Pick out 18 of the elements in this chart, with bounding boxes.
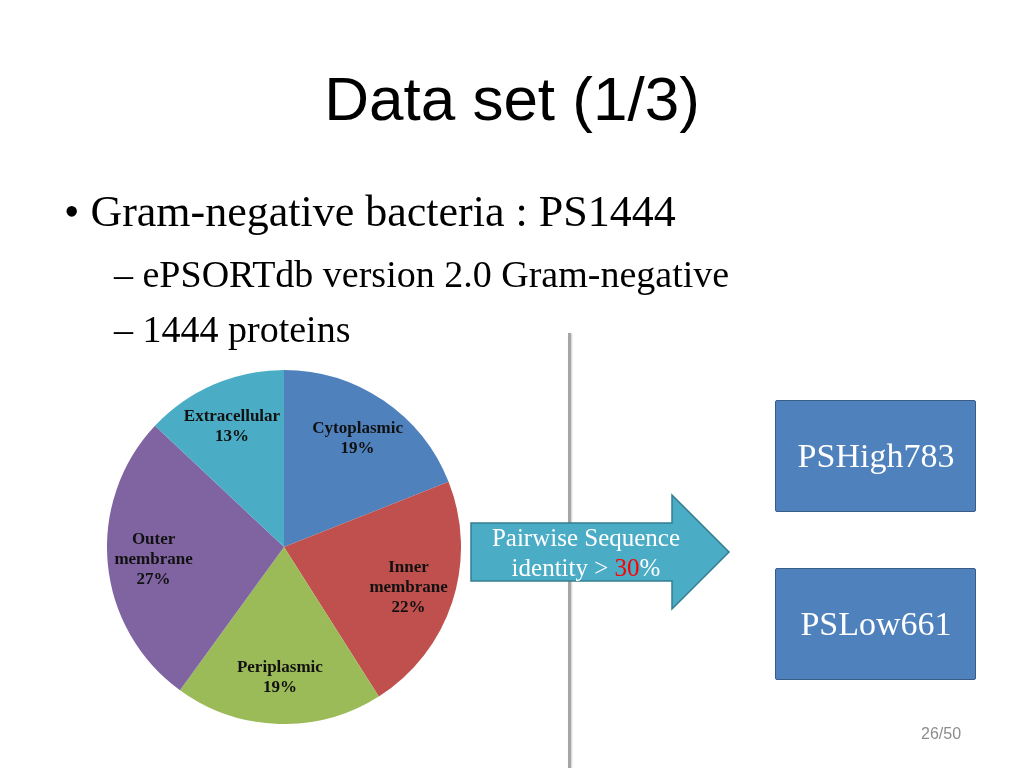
data-label: 19%	[340, 438, 375, 458]
data-label: 19%	[262, 677, 297, 697]
slice-label: Extracellular	[183, 406, 281, 426]
text: • Gram-negative bacteria : PS1444	[64, 186, 676, 238]
text: PSLow661	[799, 604, 953, 644]
data-label: 13%	[214, 426, 249, 446]
slice-label: Periplasmic	[236, 657, 324, 677]
slice-label: Outer membrane	[114, 528, 194, 568]
chart-title: Data set (1/3)	[323, 64, 701, 134]
text: Pairwise Sequence identity > 30%	[491, 524, 681, 581]
slice-label: Cytoplasmic	[312, 418, 404, 438]
text: PSHigh783	[796, 436, 956, 476]
text: 26/50	[921, 724, 962, 743]
data-label: 22%	[391, 596, 426, 616]
slice-label: Inner membrane	[369, 556, 449, 596]
text: – 1444 proteins	[114, 307, 351, 352]
text: – ePSORTdb version 2.0 Gram-negative	[114, 252, 730, 297]
data-label: 27%	[136, 568, 171, 588]
